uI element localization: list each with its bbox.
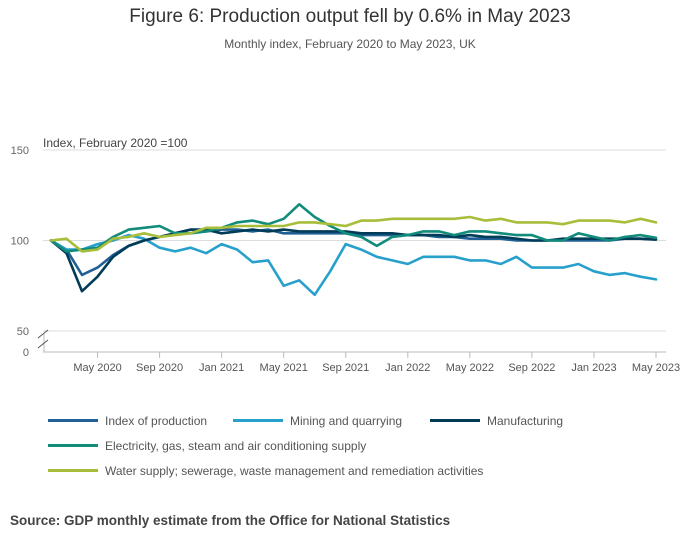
- legend-item-manufacturing[interactable]: Manufacturing: [430, 414, 563, 428]
- legend-row: Electricity, gas, steam and air conditio…: [48, 433, 688, 458]
- chart-subtitle: Monthly index, February 2020 to May 2023…: [224, 37, 476, 51]
- legend-row: Water supply; sewerage, waste management…: [48, 458, 688, 483]
- x-axis-ticks: May 2020 Sep 2020 Jan 2021 May 2021 Sep 2021…: [73, 352, 680, 374]
- legend-item-index-of-production[interactable]: Index of production: [48, 414, 233, 428]
- legend-swatch: [48, 444, 98, 447]
- x-tick-label: Jan 2023: [571, 362, 616, 374]
- series-line-4: [49, 215, 658, 253]
- legend-swatch: [48, 419, 98, 422]
- x-tick-label: May 2021: [260, 362, 308, 374]
- x-tick-label: Sep 2022: [508, 362, 555, 374]
- legend-label: Mining and quarrying: [290, 413, 403, 428]
- legend-row: Index of production Mining and quarrying…: [48, 408, 688, 433]
- line-chart: Index, February 2020 =100 0 50 100 150 May …: [11, 136, 681, 374]
- series-line-1: [49, 233, 658, 297]
- x-tick-label: Sep 2021: [322, 362, 369, 374]
- x-tick-label: Jan 2021: [199, 362, 244, 374]
- axis-break-mark: [37, 339, 49, 349]
- legend-swatch: [430, 419, 480, 422]
- legend-label: Index of production: [105, 413, 208, 428]
- legend-label: Manufacturing: [487, 413, 564, 428]
- x-tick-label: Sep 2020: [136, 362, 183, 374]
- source-note: Source: GDP monthly estimate from the Of…: [10, 513, 451, 528]
- y-axis-label: Index, February 2020 =100: [43, 136, 188, 150]
- legend-item-water-supply[interactable]: Water supply; sewerage, waste management…: [48, 464, 483, 478]
- y-tick-label: 100: [11, 236, 29, 248]
- series-lines: [49, 203, 658, 297]
- x-tick-label: May 2022: [446, 362, 494, 374]
- y-tick-label: 0: [23, 347, 29, 359]
- legend-label: Water supply; sewerage, waste management…: [105, 463, 484, 478]
- legend-item-electricity[interactable]: Electricity, gas, steam and air conditio…: [48, 439, 366, 453]
- chart-title: Figure 6: Production output fell by 0.6%…: [129, 6, 571, 27]
- y-axis-ticks: 0 50 100 150: [11, 145, 29, 359]
- legend-swatch: [48, 469, 98, 472]
- legend-item-mining-and-quarrying[interactable]: Mining and quarrying: [233, 414, 430, 428]
- x-tick-label: Jan 2022: [385, 362, 430, 374]
- legend-label: Electricity, gas, steam and air conditio…: [105, 438, 367, 453]
- legend-swatch: [233, 419, 283, 422]
- series-line-3: [49, 203, 658, 253]
- x-axis: [37, 329, 666, 353]
- legend: Index of production Mining and quarrying…: [48, 408, 688, 483]
- x-tick-label: May 2023: [632, 362, 680, 374]
- x-tick-label: May 2020: [73, 362, 121, 374]
- axis-break-mark: [37, 329, 49, 339]
- y-tick-label: 50: [17, 326, 29, 338]
- y-tick-label: 150: [11, 145, 29, 157]
